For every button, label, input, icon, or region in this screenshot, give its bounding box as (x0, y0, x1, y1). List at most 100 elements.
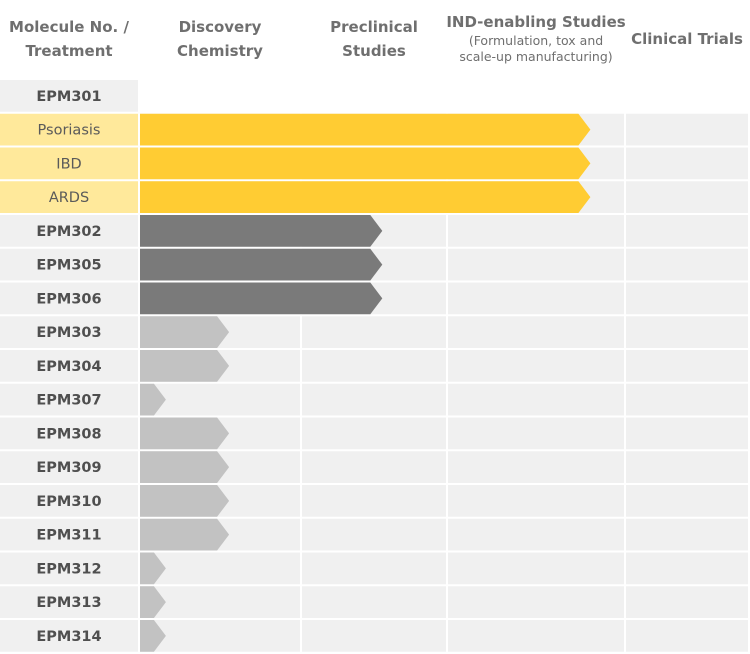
row-label: EPM306 (36, 291, 101, 307)
header-molecule-label: Treatment (25, 42, 112, 60)
progress-bar (140, 248, 383, 281)
stage-cell (302, 586, 446, 618)
row-label: EPM302 (36, 224, 101, 240)
stage-cell (302, 316, 446, 348)
progress-bar (140, 316, 230, 348)
row-label: EPM307 (36, 393, 101, 409)
row-label-cell (0, 282, 138, 315)
row-label-cell (0, 485, 138, 517)
progress-bar (140, 451, 230, 483)
stage-cell (626, 451, 748, 483)
stage-cell (626, 316, 748, 348)
stage-cell (302, 552, 446, 585)
stage-cell (302, 620, 446, 652)
progress-bar (140, 485, 230, 517)
stage-cell (626, 383, 748, 416)
stage-cell (626, 552, 748, 585)
stage-cell (448, 350, 624, 382)
progress-bar (140, 518, 230, 551)
header-phase-label: Discovery (179, 18, 262, 36)
stage-cell (626, 181, 748, 213)
stage-cell (626, 215, 748, 247)
progress-bar (140, 282, 383, 315)
row-label-cell (0, 417, 138, 450)
stage-cell (626, 586, 748, 618)
stage-cell (140, 383, 300, 416)
row-label: EPM309 (36, 460, 101, 476)
row-label-cell (0, 147, 138, 180)
stage-cell (448, 552, 624, 585)
row-label: EPM303 (36, 325, 101, 341)
stage-cell (626, 248, 748, 281)
row-label-cell (0, 552, 138, 585)
row-label-cell (0, 350, 138, 382)
stage-cell (302, 383, 446, 416)
stage-cell (448, 383, 624, 416)
progress-bar (140, 215, 383, 247)
header-molecule-label: Molecule No. / (9, 18, 129, 36)
header-phase-label: Studies (342, 42, 406, 60)
row-label: EPM304 (36, 359, 101, 375)
row-label: EPM301 (36, 89, 101, 105)
progress-bar (140, 417, 230, 450)
row-label-cell (0, 248, 138, 281)
progress-bar (140, 113, 591, 146)
row-label: EPM313 (36, 595, 101, 611)
stage-cell (448, 248, 624, 281)
row-label: EPM314 (36, 629, 101, 645)
stage-cell (448, 417, 624, 450)
row-label-cell (0, 586, 138, 618)
header-phase-label: Chemistry (177, 42, 263, 60)
row-label: IBD (56, 156, 81, 172)
progress-bar (140, 350, 230, 382)
row-label: ARDS (49, 190, 89, 206)
stage-cell (448, 451, 624, 483)
stage-cell (626, 620, 748, 652)
row-label: EPM312 (36, 561, 101, 577)
stage-cell (626, 147, 748, 180)
header-phase-sublabel: scale-up manufacturing) (459, 49, 612, 64)
stage-cell (302, 485, 446, 517)
stage-cell (448, 620, 624, 652)
stage-cell (302, 518, 446, 551)
stage-cell (448, 215, 624, 247)
row-label-cell (0, 383, 138, 416)
row-label-cell (0, 80, 138, 112)
stage-cell (626, 113, 748, 146)
stage-cell (448, 586, 624, 618)
stage-cell (302, 417, 446, 450)
row-label: EPM310 (36, 494, 101, 510)
stage-cell (626, 417, 748, 450)
progress-bar (140, 586, 166, 618)
stage-cell (140, 586, 300, 618)
stage-cell (626, 350, 748, 382)
progress-bar (140, 620, 166, 652)
progress-bar (140, 181, 591, 213)
stage-cell (448, 518, 624, 551)
stage-cell (302, 451, 446, 483)
stage-cell (140, 620, 300, 652)
header-phase-label: Clinical Trials (631, 30, 743, 48)
stage-cell (626, 518, 748, 551)
row-label: EPM311 (36, 528, 101, 544)
stage-cell (448, 316, 624, 348)
stage-cell (302, 350, 446, 382)
row-label-cell (0, 181, 138, 213)
row-label-cell (0, 215, 138, 247)
progress-bar (140, 147, 591, 180)
row-label: Psoriasis (38, 123, 101, 139)
row-label-cell (0, 518, 138, 551)
row-label: EPM308 (36, 426, 101, 442)
row-label: EPM305 (36, 258, 101, 274)
progress-bar (140, 383, 166, 416)
stage-cell (626, 485, 748, 517)
progress-bar (140, 552, 166, 585)
row-label-cell (0, 316, 138, 348)
header-phase-sublabel: (Formulation, tox and (469, 33, 603, 48)
stage-cell (626, 282, 748, 315)
row-label-cell (0, 620, 138, 652)
stage-cell (448, 282, 624, 315)
stage-cell (448, 485, 624, 517)
row-label-cell (0, 451, 138, 483)
